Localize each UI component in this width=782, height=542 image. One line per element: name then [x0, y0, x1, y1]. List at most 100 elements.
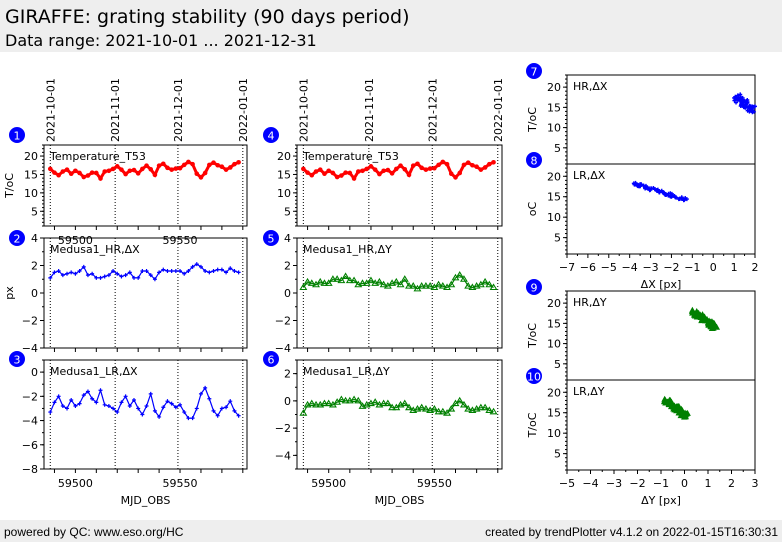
y-tick-label: −4 [22, 342, 38, 355]
y-tick-label: −4 [275, 449, 291, 462]
data-point [345, 276, 354, 284]
panel-number-badge: 5 [263, 230, 279, 246]
data-point [485, 406, 494, 413]
data-point [85, 173, 91, 178]
y-axis-label: T/oC [526, 412, 539, 438]
data-point [305, 170, 310, 175]
series-line [49, 263, 239, 281]
data-point [748, 104, 753, 109]
data-point [178, 269, 183, 273]
y-axis-label: T/oC [526, 107, 539, 133]
badge-number: 3 [14, 354, 21, 367]
data-point [198, 264, 203, 269]
data-point [178, 402, 183, 407]
y-tick-label: −2 [275, 315, 291, 328]
data-point [474, 164, 479, 170]
data-point [440, 159, 446, 165]
data-point [398, 163, 403, 168]
data-point [648, 187, 653, 192]
powered-by: powered by QC: www.eso.org/HC [4, 525, 184, 539]
data-point [464, 282, 473, 289]
badge-number: 5 [268, 233, 275, 246]
date-tick-label: 2022-01-01 [492, 78, 505, 142]
y-tick-label: −2 [22, 390, 38, 403]
data-point [358, 279, 367, 286]
data-point [60, 404, 65, 409]
data-point [301, 166, 306, 172]
panel-5: −4 −2 0 2 4 Medusa1_HR,ΔY 5 [263, 230, 503, 355]
data-point [379, 280, 388, 288]
data-point [394, 166, 399, 172]
data-point [744, 102, 749, 107]
y-tick-label: −4 [275, 342, 291, 355]
data-point [77, 269, 82, 273]
data-point [161, 267, 166, 272]
x-tick-label: 59500 [311, 477, 346, 490]
panel-label: Medusa1_LR,ΔY [303, 365, 390, 378]
data-point [186, 416, 191, 421]
data-point [152, 408, 157, 413]
data-point [181, 162, 187, 168]
data-point [215, 267, 220, 272]
data-point [98, 176, 103, 181]
date-tick-label: 2021-12-01 [172, 78, 185, 142]
data-point [680, 410, 688, 417]
data-point [236, 413, 241, 418]
data-point [77, 401, 82, 406]
page-footer: powered by QC: www.eso.org/HC created by… [0, 520, 782, 542]
data-point [328, 275, 337, 282]
badge-circle [263, 230, 279, 246]
panel-number-badge: 2 [9, 230, 25, 246]
panel-6: −4 −2 0 2 59500 59550 MJD_OBS Medusa1_LR,ΔY 6 [263, 351, 503, 507]
data-point [94, 275, 99, 280]
y-tick-label: −4 [22, 415, 38, 428]
data-point [219, 267, 224, 272]
data-point [461, 162, 467, 168]
data-point [111, 269, 116, 273]
badge-number: 8 [531, 155, 538, 168]
data-point [447, 404, 456, 412]
data-range: Data range: 2021-10-01 ... 2021-12-31 [5, 31, 317, 50]
date-tick-label: 2021-12-01 [426, 78, 439, 142]
data-point [169, 269, 174, 273]
data-point [94, 400, 99, 405]
data-point [127, 404, 132, 409]
data-point [419, 165, 424, 171]
y-tick-label: −6 [22, 439, 38, 452]
data-point [81, 174, 87, 180]
data-point [421, 282, 430, 289]
date-tick-label: 2021-10-01 [297, 78, 310, 142]
data-point [219, 406, 224, 411]
panel-label: Temperature_T53 [302, 150, 399, 163]
badge-circle [526, 279, 542, 295]
data-point [223, 167, 229, 172]
data-point [347, 170, 353, 176]
panel-label: Medusa1_HR,ΔX [50, 243, 140, 256]
y-tick-label: 0 [31, 366, 38, 379]
data-point [236, 270, 241, 275]
y-tick-label: 10 [547, 211, 561, 224]
data-point [481, 403, 490, 411]
y-tick-label: 15 [547, 191, 561, 204]
data-point [110, 166, 116, 172]
data-point [127, 168, 133, 174]
data-point [64, 167, 70, 172]
series-line [49, 386, 240, 419]
data-point [470, 162, 475, 168]
data-point [487, 161, 492, 167]
data-point [415, 161, 420, 167]
data-point [417, 282, 426, 289]
data-point [173, 269, 178, 273]
y-tick-label: 15 [277, 168, 291, 181]
data-point [662, 190, 667, 195]
data-point [636, 183, 641, 188]
x-tick-label: 59550 [163, 477, 198, 490]
data-point [194, 406, 199, 411]
data-point [668, 398, 675, 405]
data-point [749, 106, 754, 111]
data-point [320, 279, 329, 286]
y-tick-label: 10 [547, 427, 561, 440]
data-point [455, 396, 464, 404]
